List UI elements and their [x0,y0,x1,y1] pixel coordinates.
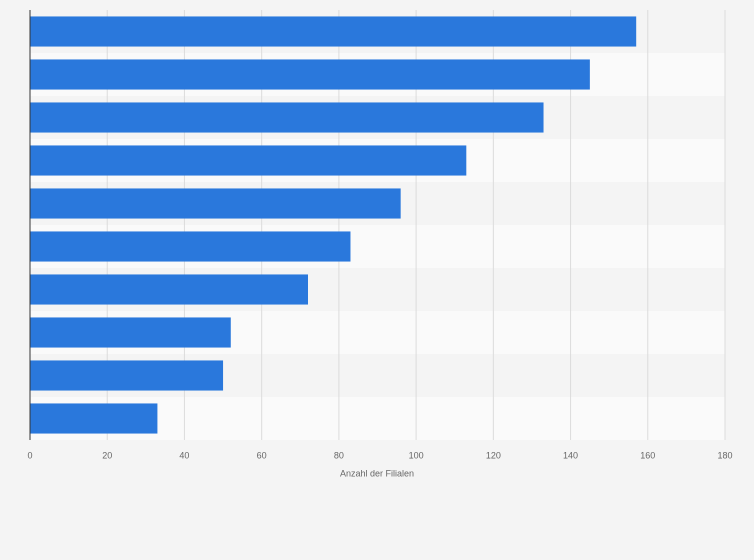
x-axis-title: Anzahl der Filialen [340,468,414,478]
x-tick-label: 80 [334,450,344,460]
bar [30,360,224,391]
x-tick-label: 180 [717,450,732,460]
x-tick-label: 40 [179,450,189,460]
x-tick-label: 20 [102,450,112,460]
bar [30,188,401,219]
bar [30,59,590,90]
bar [30,16,637,47]
x-tick-label: 120 [486,450,501,460]
bar [30,317,231,348]
x-tick-label: 140 [563,450,578,460]
x-tick-label: 100 [409,450,424,460]
x-tick-label: 60 [257,450,267,460]
x-tick-label: 0 [27,450,32,460]
x-tick-label: 160 [640,450,655,460]
bar [30,102,544,133]
bar [30,231,351,262]
bar [30,403,158,434]
bar [30,145,467,176]
bar [30,274,308,305]
